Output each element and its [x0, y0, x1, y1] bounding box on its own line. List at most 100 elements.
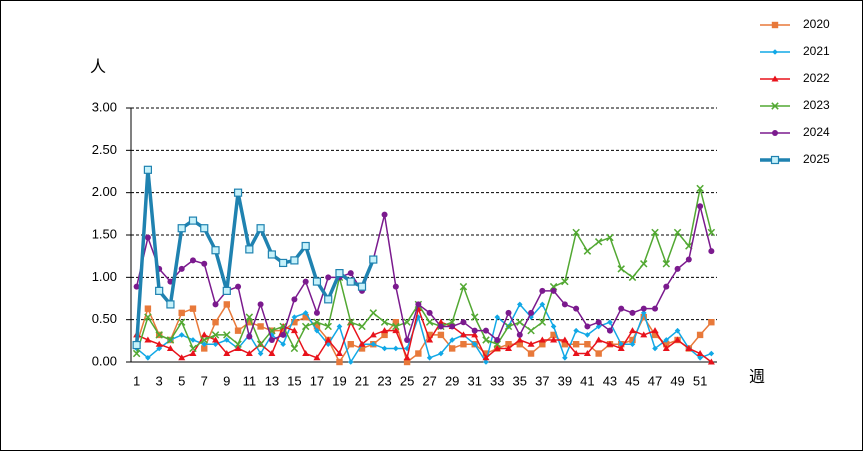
marker [143, 165, 153, 174]
marker [189, 344, 197, 353]
marker [257, 301, 264, 308]
marker [583, 350, 591, 357]
marker [280, 341, 286, 348]
marker [156, 345, 162, 352]
marker [189, 350, 197, 357]
marker [516, 341, 523, 348]
x-tick-label: 23 [377, 373, 391, 388]
marker [594, 238, 603, 246]
y-tick-label: 3.00 [92, 99, 117, 114]
marker [155, 331, 163, 339]
marker [325, 274, 332, 281]
marker [201, 345, 208, 352]
marker [301, 241, 310, 251]
x-tick-label: 51 [693, 373, 707, 388]
marker [561, 336, 569, 343]
marker [527, 350, 535, 357]
marker [708, 248, 715, 255]
marker [369, 331, 377, 338]
marker [606, 233, 614, 242]
y-axis-label: 人 [90, 58, 106, 76]
marker [606, 327, 613, 334]
y-tick-label: 2.00 [92, 184, 117, 199]
marker [674, 265, 681, 272]
marker [222, 286, 231, 295]
marker [211, 331, 220, 339]
x-tick-label: 43 [603, 373, 617, 388]
marker [550, 336, 558, 343]
marker [425, 318, 434, 326]
marker [493, 344, 501, 351]
marker [212, 341, 219, 348]
marker [426, 309, 433, 316]
x-tick-label: 39 [558, 373, 572, 388]
marker [471, 331, 479, 338]
x-tick-label: 27 [422, 373, 436, 388]
marker [280, 331, 287, 338]
marker [584, 332, 591, 338]
marker [415, 350, 422, 357]
marker [178, 309, 185, 317]
marker [200, 331, 208, 338]
marker [505, 309, 512, 316]
marker [415, 301, 422, 308]
x-tick-label: 15 [287, 373, 301, 388]
marker [539, 341, 546, 348]
marker [144, 336, 152, 343]
marker [561, 301, 568, 308]
series-line [136, 303, 712, 363]
marker [595, 323, 602, 330]
legend-marker [772, 130, 778, 136]
x-tick-label: 45 [625, 373, 639, 388]
marker [449, 337, 455, 343]
marker [302, 350, 310, 357]
marker [234, 344, 242, 351]
marker [200, 224, 209, 233]
legend-label: 2020 [803, 17, 830, 31]
marker [516, 318, 524, 326]
marker [201, 260, 208, 267]
marker [347, 270, 354, 277]
marker [177, 224, 186, 233]
x-tick-label: 29 [445, 373, 459, 388]
marker [132, 340, 141, 350]
marker [482, 327, 489, 334]
marker [629, 341, 636, 348]
marker [460, 319, 467, 326]
marker [279, 327, 287, 334]
marker [606, 340, 614, 347]
marker [674, 327, 681, 334]
x-tick-label: 17 [310, 373, 324, 388]
marker [539, 301, 546, 308]
x-tick-label: 25 [400, 373, 414, 388]
marker [335, 350, 343, 357]
marker [459, 282, 468, 291]
marker [505, 344, 513, 351]
marker [223, 301, 230, 308]
marker [211, 246, 220, 255]
marker [246, 319, 253, 326]
marker [189, 257, 196, 264]
marker [335, 269, 344, 278]
marker [403, 318, 411, 326]
marker [200, 336, 208, 344]
series-line [135, 303, 712, 363]
marker [144, 234, 151, 241]
marker [257, 323, 264, 330]
marker [662, 344, 670, 351]
marker [595, 350, 602, 357]
marker [584, 323, 591, 330]
marker [550, 323, 557, 330]
marker [313, 323, 321, 330]
marker [572, 350, 580, 357]
legend-marker [770, 155, 780, 165]
marker [381, 331, 388, 339]
marker [629, 336, 636, 344]
marker [516, 301, 523, 308]
marker [504, 322, 513, 331]
marker [685, 344, 693, 351]
marker [696, 350, 704, 357]
marker [393, 345, 399, 352]
marker [437, 331, 445, 339]
marker [449, 323, 456, 330]
